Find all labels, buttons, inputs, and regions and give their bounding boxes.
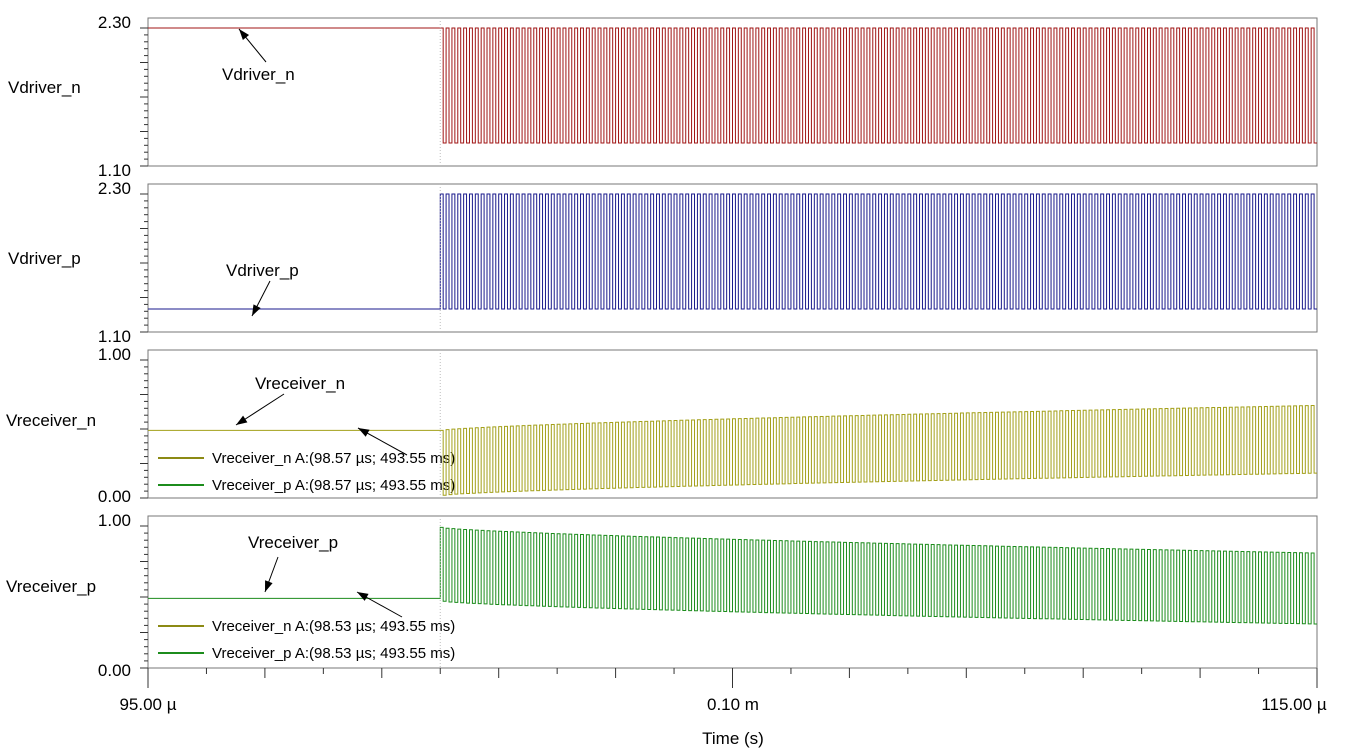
series-Vdriver_p: [148, 193, 1317, 310]
tick-layer: [140, 18, 1318, 688]
panel-2-labels: 2.30 1.10 Vdriver_p Vdriver_p: [8, 179, 299, 346]
panel-2-ylabel: Vdriver_p: [8, 249, 81, 268]
panel-2-annotation: Vdriver_p: [226, 261, 299, 280]
arrow-vdriver-n-head: [239, 29, 250, 41]
panel-1-ytick-bottom: 1.10: [98, 161, 131, 180]
series-layer: [148, 27, 1317, 625]
panel-3-annotation: Vreceiver_n: [255, 374, 345, 393]
panel-2-frame: [147, 183, 1318, 333]
x-axis-label: Time (s): [702, 729, 764, 748]
panel-3-ytick-bottom: 0.00: [98, 487, 131, 506]
series-Vdriver_n: [148, 27, 1317, 144]
panel-4-legend: Vreceiver_n A:(98.53 µs; 493.55 ms) Vrec…: [158, 618, 455, 662]
panel-3-ylabel: Vreceiver_n: [6, 411, 96, 430]
panel-1-annotation: Vdriver_n: [222, 65, 295, 84]
arrow-vreceiver-n-label-head: [236, 415, 248, 425]
panel-3-legend-text-2: Vreceiver_p A:(98.57 µs; 493.55 ms): [212, 477, 455, 494]
x-tick-label-mid: 0.10 m: [707, 695, 759, 714]
series-Vreceiver_n: [148, 405, 1317, 496]
panel-3-frame: [147, 349, 1318, 499]
panel-3-legend-text-1: Vreceiver_n A:(98.57 µs; 493.55 ms): [212, 450, 455, 467]
panel-4-annotation: Vreceiver_p: [248, 533, 338, 552]
panel-2-ytick-top: 2.30: [98, 179, 131, 198]
panel-4-ytick-bottom: 0.00: [98, 661, 131, 680]
panel-4-legend-text-1: Vreceiver_n A:(98.53 µs; 493.55 ms): [212, 618, 455, 635]
x-tick-label-start: 95.00 µ: [119, 695, 176, 714]
panel-1-ytick-top: 2.30: [98, 13, 131, 32]
panel-3-labels: 1.00 0.00 Vreceiver_n Vreceiver_n: [6, 345, 345, 506]
arrow-vreceiver-p-cursor-head: [357, 592, 369, 601]
panel-4-ylabel: Vreceiver_p: [6, 577, 96, 596]
arrow-vdriver-p-head: [252, 304, 261, 316]
x-axis: 95.00 µ 0.10 m 115.00 µ Time (s): [119, 695, 1326, 748]
panel-1-labels: 2.30 1.10 Vdriver_n Vdriver_n: [8, 13, 295, 180]
panel-3-ytick-top: 1.00: [98, 345, 131, 364]
series-Vreceiver_p: [148, 526, 1317, 625]
panel-1-frame: [147, 17, 1318, 167]
arrow-vreceiver-n-cursor-head: [358, 428, 370, 437]
arrow-layer: [235, 28, 408, 618]
panel-3-legend: Vreceiver_n A:(98.57 µs; 493.55 ms) Vrec…: [158, 450, 455, 494]
panel-2-ytick-bottom: 1.10: [98, 327, 131, 346]
x-tick-label-end: 115.00 µ: [1261, 695, 1326, 714]
arrow-vreceiver-p-label-head: [265, 580, 273, 592]
panel-4-ytick-top: 1.00: [98, 511, 131, 530]
panel-1-ylabel: Vdriver_n: [8, 78, 81, 97]
panel-4-legend-text-2: Vreceiver_p A:(98.53 µs; 493.55 ms): [212, 645, 455, 662]
panel-4-labels: 1.00 0.00 Vreceiver_p Vreceiver_p: [6, 511, 338, 680]
